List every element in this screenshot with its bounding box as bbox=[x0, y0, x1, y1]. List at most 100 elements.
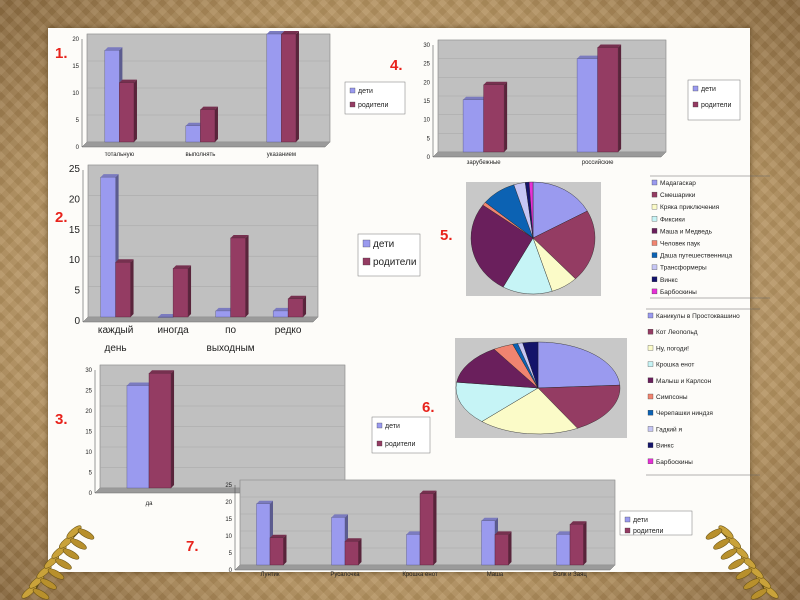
y-tick-label: 30 bbox=[85, 368, 92, 374]
y-tick-label: 10 bbox=[85, 450, 92, 456]
bar-top bbox=[119, 79, 137, 83]
laurel-leaf bbox=[32, 588, 50, 600]
pie-slice bbox=[532, 210, 596, 280]
legend-label: Даша путешественница bbox=[660, 253, 733, 260]
laurel-leaf bbox=[720, 548, 738, 560]
pie-slice bbox=[470, 204, 534, 288]
bar-родители-3 bbox=[287, 295, 307, 318]
bar-родители-4 bbox=[569, 521, 587, 566]
legend-swatch bbox=[651, 276, 658, 282]
x-category-label: Русалочка bbox=[330, 572, 360, 578]
legend-label: Ну, погоди! bbox=[656, 345, 689, 352]
bar-дети-0 bbox=[462, 96, 487, 153]
legend-label: Маша и Медведь bbox=[660, 228, 713, 235]
legend-label: Малыш и Карлсон bbox=[656, 378, 712, 385]
y-tick-label: 15 bbox=[85, 430, 92, 436]
bar-front bbox=[200, 109, 216, 143]
legend-label: родители bbox=[358, 102, 388, 109]
laurel-leaf bbox=[705, 528, 723, 540]
x-category-label: по bbox=[225, 325, 236, 336]
pie-slice bbox=[532, 181, 588, 239]
y-tick-label: 20 bbox=[69, 194, 81, 205]
bar-side bbox=[618, 44, 622, 152]
legend-label: Кот Леопольд bbox=[656, 329, 698, 336]
legend-label: Гадкий я bbox=[656, 425, 682, 433]
bar-top bbox=[256, 500, 273, 504]
y-tick-label: 5 bbox=[427, 136, 431, 142]
bar-top bbox=[281, 31, 299, 34]
legend-swatch bbox=[692, 85, 699, 92]
bar-top bbox=[570, 521, 587, 525]
y-tick-label: 0 bbox=[229, 568, 233, 574]
bar-родители-1 bbox=[597, 44, 622, 153]
bar-родители-1 bbox=[200, 106, 218, 143]
pie-slice bbox=[456, 348, 539, 389]
chart-number: 1. bbox=[55, 45, 68, 62]
legend-swatch bbox=[647, 377, 654, 383]
y-tick-label: 0 bbox=[74, 316, 80, 327]
laurel-leaf bbox=[55, 558, 72, 570]
bar-родители-0 bbox=[483, 81, 508, 153]
x-category-label: Волк и Заяц bbox=[553, 572, 587, 578]
legend-label: родители bbox=[373, 257, 416, 268]
legend-label: Фиксики bbox=[660, 216, 685, 223]
bar-родители-0 bbox=[119, 79, 137, 143]
y-tick-label: 0 bbox=[76, 145, 80, 151]
legend-label: Человек паук bbox=[660, 241, 700, 248]
legend-label: Кряка приключения bbox=[660, 204, 720, 211]
x-category-label: день bbox=[105, 343, 127, 354]
bar-top bbox=[149, 370, 175, 374]
y-tick-label: 5 bbox=[89, 471, 93, 477]
y-tick-label: 5 bbox=[76, 118, 80, 124]
legend-label: Винкс bbox=[660, 277, 678, 284]
bar-дети-1 bbox=[157, 314, 177, 318]
laurel-leaf bbox=[62, 548, 80, 560]
legend-swatch bbox=[647, 410, 654, 416]
legend-swatch bbox=[651, 191, 658, 198]
laurel-leaf bbox=[77, 528, 95, 540]
x-category-label: каждый bbox=[98, 325, 133, 336]
legend-swatch bbox=[647, 312, 654, 319]
bar-side bbox=[303, 295, 307, 317]
bar-chart-4: 0 5 10 15 20 25 30 зарубежные российские дети роди… bbox=[390, 39, 741, 166]
legend-label: Барбоскины bbox=[660, 288, 697, 296]
chart-number: 6. bbox=[422, 399, 435, 416]
laurel-leaf bbox=[735, 568, 753, 580]
bar-side bbox=[295, 31, 299, 142]
bar-top bbox=[345, 538, 362, 542]
bar-front bbox=[119, 82, 135, 143]
bar-top bbox=[215, 307, 234, 311]
legend-label: Барбоскины bbox=[656, 458, 693, 466]
bar-top bbox=[463, 96, 487, 100]
bar-front bbox=[481, 520, 496, 566]
bar-top bbox=[115, 259, 134, 263]
plot-floor bbox=[234, 564, 616, 571]
legend-swatch bbox=[647, 442, 654, 448]
legend-swatch bbox=[647, 458, 654, 464]
legend-swatch bbox=[651, 240, 658, 246]
bar-родители-3 bbox=[494, 531, 512, 566]
bar-top bbox=[483, 81, 508, 85]
legend-label: дети bbox=[373, 239, 394, 250]
bar-top bbox=[481, 517, 498, 521]
bar-top bbox=[420, 490, 437, 494]
y-tick-label: 20 bbox=[85, 409, 92, 415]
y-tick-label: 5 bbox=[229, 551, 233, 557]
legend-label: Каникулы в Простоквашино bbox=[656, 313, 740, 320]
legend-swatch bbox=[349, 101, 356, 108]
plot-floor bbox=[432, 151, 667, 158]
bar-side bbox=[188, 265, 192, 317]
legend-swatch bbox=[647, 361, 654, 367]
y-tick-label: 0 bbox=[89, 491, 93, 497]
y-tick-label: 15 bbox=[225, 517, 232, 523]
legend-swatch bbox=[362, 257, 371, 266]
x-category-label: Маша bbox=[487, 572, 504, 578]
legend-swatch bbox=[651, 252, 658, 258]
legend-label: Симпсоны bbox=[656, 394, 688, 401]
bar-родители-1 bbox=[344, 538, 362, 566]
bar-front bbox=[104, 50, 120, 143]
y-tick-label: 25 bbox=[85, 389, 92, 395]
bar-top bbox=[126, 382, 152, 386]
y-tick-label: 25 bbox=[69, 164, 81, 175]
bar-front bbox=[576, 58, 598, 153]
